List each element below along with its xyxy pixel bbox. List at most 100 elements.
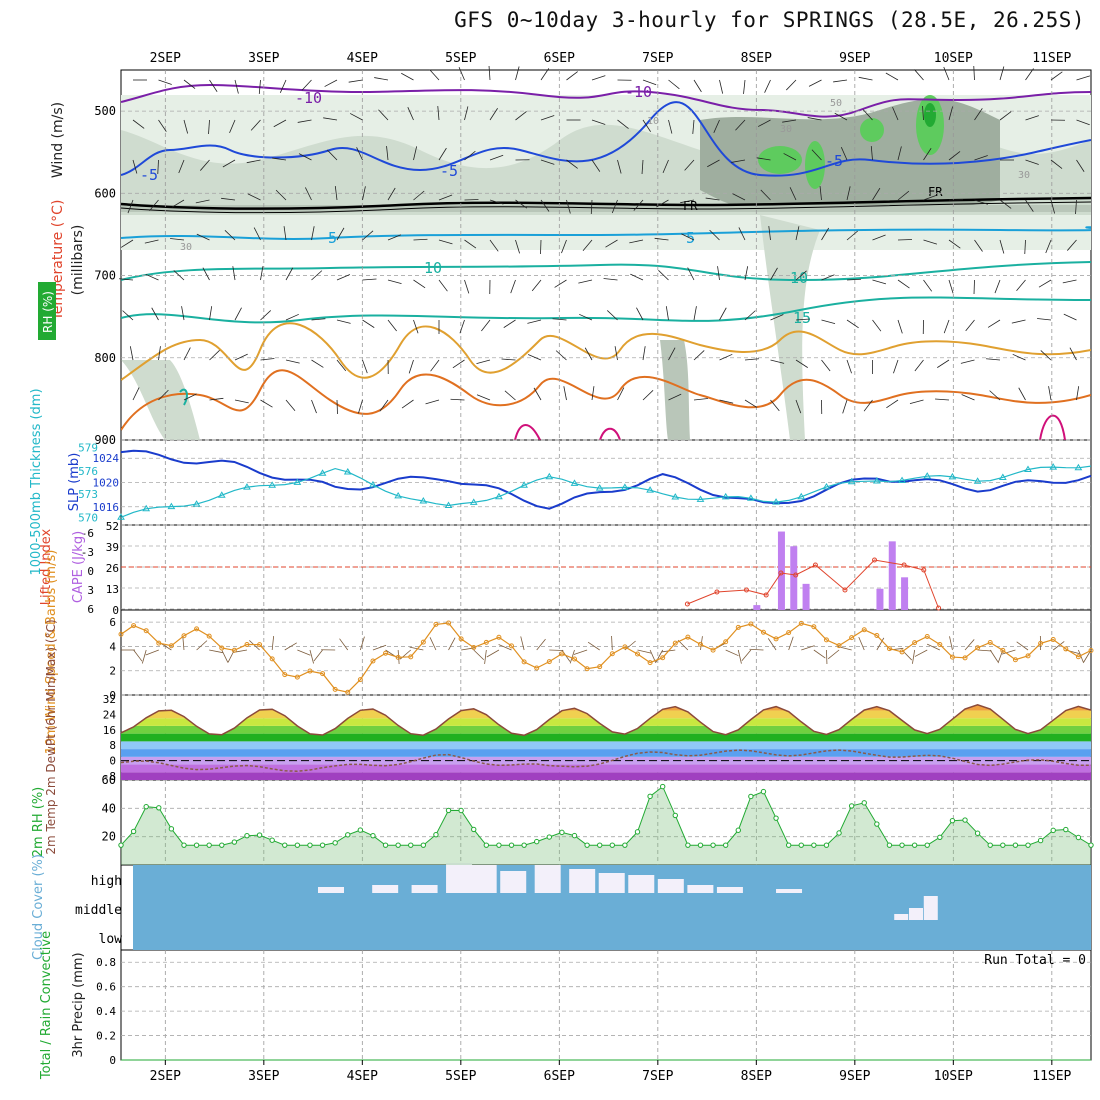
wind-barb <box>309 649 314 664</box>
wind-barb <box>767 638 777 651</box>
wind-barb <box>119 278 134 281</box>
wind-barb <box>999 111 1012 121</box>
wind-barb <box>464 106 469 121</box>
wind-barb <box>693 306 697 321</box>
wind-barb <box>253 227 261 241</box>
wind-barb <box>285 399 296 411</box>
wind-barb <box>486 649 500 658</box>
wind-barb <box>209 79 218 92</box>
cape-bar <box>876 588 884 610</box>
wind10m-point <box>219 645 225 651</box>
wind-barb <box>973 65 975 81</box>
rh2m-point <box>785 842 792 848</box>
rh2m-point <box>647 793 653 800</box>
wind-barb <box>209 306 213 321</box>
wind-barb <box>181 306 185 321</box>
wind10m-tick: 2 <box>109 665 116 678</box>
rh2m-point <box>433 831 439 838</box>
wind-barb <box>662 159 669 174</box>
date-label-top: 10SEP <box>934 51 973 66</box>
wind-barb <box>413 190 425 201</box>
temp2m-tick: 8 <box>109 739 116 752</box>
wind-barb <box>489 239 499 252</box>
wind10m-point <box>320 671 326 677</box>
wind-barb <box>476 359 491 365</box>
wind-barb <box>834 112 848 121</box>
wind-barb <box>285 313 299 321</box>
lifted-index-point <box>684 601 690 607</box>
date-label-bottom: 4SEP <box>347 1069 378 1084</box>
wind-barb <box>629 239 644 244</box>
wind10m-point <box>773 636 779 642</box>
wind-barb <box>515 66 520 81</box>
wind-barb <box>713 119 720 133</box>
wind-barb <box>271 636 275 651</box>
wind-barb <box>591 386 595 401</box>
cape-tick: 39 <box>106 541 119 554</box>
wind-barb <box>770 359 785 364</box>
wind-barb <box>795 226 800 241</box>
wind10m-point <box>332 686 338 692</box>
wind-barb <box>858 76 873 81</box>
wind-barb <box>974 239 983 252</box>
wind-barb <box>158 79 172 85</box>
rh2m-point <box>319 842 326 848</box>
wind-barb <box>872 319 882 332</box>
wind-barb <box>603 278 618 281</box>
cloud-high <box>411 885 438 893</box>
wind-barb <box>145 649 159 656</box>
rh2m-point <box>874 821 880 827</box>
wind-barb <box>297 649 311 656</box>
rh2m-point <box>836 830 842 836</box>
wind-barb <box>965 319 975 332</box>
slp-tick: 1016 <box>93 501 120 514</box>
wind10m-point <box>811 624 817 630</box>
wind-barb <box>246 159 261 164</box>
wind10m-point <box>710 647 716 653</box>
cape-bar <box>753 605 761 610</box>
wind-barb <box>1069 347 1077 361</box>
cloud-high <box>534 865 561 893</box>
wind-barb <box>926 643 941 651</box>
wind-barb <box>297 119 312 123</box>
wind-barb <box>527 354 542 361</box>
temp-band <box>121 772 1091 780</box>
temp-band <box>121 741 1091 750</box>
rh2m-point <box>622 842 628 848</box>
wind-barb <box>617 119 629 129</box>
wind-barb <box>285 359 300 364</box>
rh2m-point <box>206 842 212 848</box>
wind-barb <box>448 637 456 651</box>
thickness-point <box>192 500 201 507</box>
wind-barb <box>305 187 312 201</box>
contour-label: 5 <box>328 229 337 247</box>
wind10m-point <box>143 628 149 634</box>
wind-barb <box>681 233 695 241</box>
wind-barb <box>732 193 746 201</box>
contour-label: 30 <box>780 124 792 135</box>
wind10m-point <box>446 620 452 626</box>
wind-barb <box>234 353 248 361</box>
wind-barb <box>642 79 657 86</box>
wind10m-point <box>471 645 477 651</box>
rh2m-point <box>597 842 603 848</box>
thickness-point <box>822 482 831 490</box>
wind-barb <box>744 358 759 361</box>
wind-barb <box>680 199 695 204</box>
wind-barb <box>311 318 326 321</box>
thickness-point <box>545 472 554 480</box>
wind-barb <box>846 319 859 329</box>
wind-barb <box>196 233 210 241</box>
wind10m-point <box>156 640 162 646</box>
wind-barb <box>285 267 294 281</box>
temperature-contours <box>121 83 1091 440</box>
wind10m-point <box>257 642 263 648</box>
wind-barb <box>735 119 746 131</box>
wind-barb <box>229 119 236 134</box>
wind-barb <box>749 648 764 651</box>
wind-barb <box>1050 199 1056 214</box>
rh2m-point <box>382 842 389 848</box>
rh2m-point <box>773 815 779 821</box>
wind-barb <box>719 399 734 404</box>
wind10m-point <box>534 665 540 671</box>
